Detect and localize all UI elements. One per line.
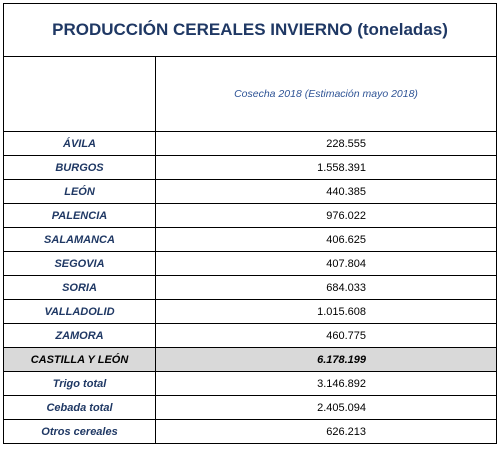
table-row: ÁVILA 228.555 — [3, 131, 498, 156]
row-label: SEGOVIA — [3, 251, 156, 276]
table-title: PRODUCCIÓN CEREALES INVIERNO (toneladas) — [2, 3, 498, 57]
row-value: 228.555 — [154, 131, 498, 156]
row-label: BURGOS — [3, 155, 156, 180]
table-row: LEÓN 440.385 — [3, 179, 498, 204]
breakdown-row: Trigo total 3.146.892 — [3, 371, 498, 396]
total-row: CASTILLA Y LEÓN 6.178.199 — [3, 347, 498, 372]
row-value: 976.022 — [154, 203, 498, 228]
row-value: 1.558.391 — [154, 155, 498, 180]
table-row: ZAMORA 460.775 — [3, 323, 498, 348]
row-label: SALAMANCA — [3, 227, 156, 252]
production-table: PRODUCCIÓN CEREALES INVIERNO (toneladas)… — [2, 3, 498, 444]
row-value: 3.146.892 — [154, 371, 498, 396]
row-value: 440.385 — [154, 179, 498, 204]
breakdown-row: Otros cereales 626.213 — [3, 419, 498, 444]
table-row: SEGOVIA 407.804 — [3, 251, 498, 276]
row-label: LEÓN — [3, 179, 156, 204]
row-value: 407.804 — [154, 251, 498, 276]
row-label: Otros cereales — [3, 419, 156, 444]
row-value: 460.775 — [154, 323, 498, 348]
row-value: 406.625 — [154, 227, 498, 252]
row-label: ÁVILA — [3, 131, 156, 156]
table-row: VALLADOLID 1.015.608 — [3, 299, 498, 324]
table-row: SORIA 684.033 — [3, 275, 498, 300]
header-row: Cosecha 2018 (Estimación mayo 2018) — [3, 56, 498, 132]
row-value: 1.015.608 — [154, 299, 498, 324]
row-value: 626.213 — [154, 419, 498, 444]
row-label: PALENCIA — [3, 203, 156, 228]
column-header: Cosecha 2018 (Estimación mayo 2018) — [154, 56, 498, 132]
row-label: SORIA — [3, 275, 156, 300]
table-row: SALAMANCA 406.625 — [3, 227, 498, 252]
table-row: BURGOS 1.558.391 — [3, 155, 498, 180]
production-table-container: PRODUCCIÓN CEREALES INVIERNO (toneladas)… — [2, 3, 498, 444]
row-label: Trigo total — [3, 371, 156, 396]
row-label: ZAMORA — [3, 323, 156, 348]
row-value: 6.178.199 — [154, 347, 498, 372]
title-row: PRODUCCIÓN CEREALES INVIERNO (toneladas) — [2, 3, 498, 57]
row-label: VALLADOLID — [3, 299, 156, 324]
row-label: CASTILLA Y LEÓN — [3, 347, 156, 372]
header-empty-cell — [3, 56, 156, 132]
table-row: PALENCIA 976.022 — [3, 203, 498, 228]
row-value: 684.033 — [154, 275, 498, 300]
breakdown-row: Cebada total 2.405.094 — [3, 395, 498, 420]
row-label: Cebada total — [3, 395, 156, 420]
row-value: 2.405.094 — [154, 395, 498, 420]
